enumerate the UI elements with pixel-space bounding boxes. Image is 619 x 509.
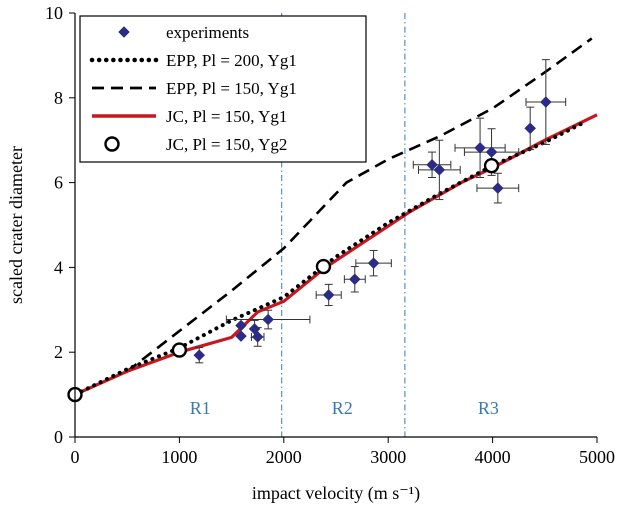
- jc-yg2-point-2: [171, 342, 188, 358]
- legend-swatch-jc-pl-150-yg2: [104, 136, 120, 152]
- x-tick-label-1000: 1000: [161, 447, 197, 467]
- legend: experiments EPP, Pl = 200, Yg1 EPP, Pl = 1…: [79, 15, 367, 163]
- plot-series: [67, 37, 598, 403]
- axes: 0 1000 2000 3000 4000 5000 0 2 4 6 8 10: [45, 3, 615, 467]
- jc-yg2-point-3: [315, 258, 332, 275]
- y-tick-label-6: 6: [54, 173, 63, 193]
- experiment-point-15: [524, 122, 537, 135]
- legend-label-jc-pl-150-yg1: JC, Pl = 150, Yg1: [166, 107, 287, 126]
- legend-label-epp-pl-150-yg1: EPP, Pl = 150, Yg1: [166, 79, 297, 98]
- x-tick-label-0: 0: [71, 447, 80, 467]
- y-tick-label-0: 0: [54, 427, 63, 447]
- legend-swatch-experiments: [118, 26, 130, 38]
- x-tick-label-5000: 5000: [579, 447, 615, 467]
- y-axis-title: scaled crater diameter: [6, 146, 26, 304]
- legend-box: [79, 15, 367, 163]
- experiment-point-11: [433, 164, 446, 176]
- experiment-point-5: [235, 330, 247, 342]
- experiment-point-3: [251, 331, 264, 343]
- experiment-point-14: [491, 182, 504, 194]
- y-tick-label-8: 8: [54, 88, 63, 108]
- experiment-point-7: [322, 289, 335, 301]
- series-line-epp-pl150: [74, 37, 593, 396]
- experiment-point-12: [474, 141, 486, 154]
- region-label-r1: R1: [190, 398, 211, 418]
- experiment-point-1: [193, 349, 206, 362]
- region-label-r3: R3: [478, 398, 499, 418]
- legend-label-epp-pl-200-yg1: EPP, Pl = 200, Yg1: [166, 51, 297, 70]
- experiment-point-16: [539, 96, 552, 108]
- series-line-epp-pl200: [73, 119, 589, 397]
- experiment-point-9: [367, 257, 380, 270]
- x-axis-title: impact velocity (m s⁻¹): [252, 483, 420, 504]
- experiment-point-8: [348, 273, 361, 286]
- y-tick-label-2: 2: [54, 342, 63, 362]
- jc-yg2-point-4: [483, 157, 500, 174]
- y-tick-label-4: 4: [54, 257, 63, 277]
- y-tick-label-10: 10: [45, 3, 63, 23]
- region-label-r2: R2: [332, 398, 353, 418]
- x-tick-label-2000: 2000: [266, 447, 302, 467]
- experiment-point-13: [485, 146, 498, 158]
- legend-label-jc-pl-150-yg2: JC, Pl = 150, Yg2: [166, 135, 287, 154]
- experiment-point-6: [262, 313, 274, 326]
- x-tick-label-4000: 4000: [475, 447, 511, 467]
- x-tick-label-3000: 3000: [370, 447, 406, 467]
- legend-label-experiments: experiments: [166, 23, 249, 42]
